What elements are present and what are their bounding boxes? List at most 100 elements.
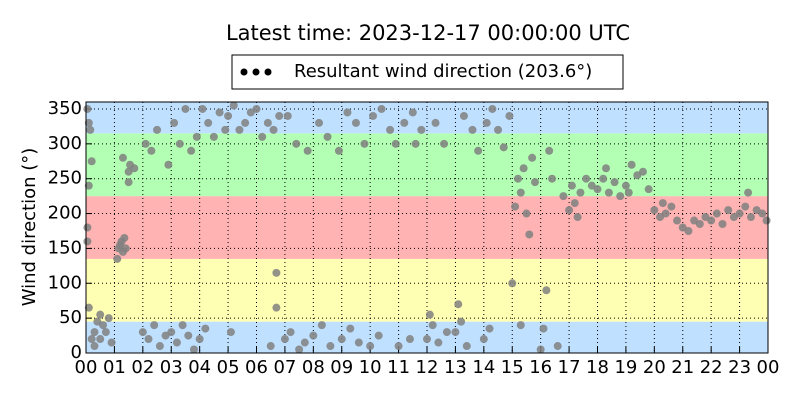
data-point (545, 146, 554, 155)
data-point (209, 132, 218, 141)
x-tick-label: 07 (273, 357, 296, 378)
x-tick-label: 15 (501, 357, 524, 378)
data-point (83, 237, 92, 246)
data-point (150, 321, 159, 330)
plot-frame (85, 101, 769, 354)
data-point (482, 118, 491, 127)
data-point (295, 345, 304, 354)
data-point (147, 146, 156, 155)
data-point (505, 111, 514, 120)
data-point (650, 206, 659, 215)
data-point (266, 342, 275, 351)
legend-box (231, 54, 624, 90)
data-point (454, 300, 463, 309)
data-point (565, 206, 574, 215)
data-point (107, 338, 116, 347)
data-point (258, 132, 267, 141)
data-point (522, 209, 531, 218)
data-point (536, 345, 545, 354)
data-point (241, 118, 250, 127)
data-point (334, 146, 343, 155)
data-point (96, 335, 105, 344)
legend-label: Resultant wind direction (203.6°) (294, 61, 592, 82)
data-point (499, 143, 508, 152)
legend-marker (264, 68, 272, 76)
data-point (83, 223, 92, 232)
data-point (519, 164, 528, 173)
data-point (84, 303, 93, 312)
data-point (602, 164, 611, 173)
data-point (434, 338, 443, 347)
x-tick-label: 00 (757, 357, 780, 378)
x-tick-label: 12 (416, 357, 439, 378)
data-point (457, 317, 466, 326)
data-point (130, 164, 139, 173)
data-point (604, 188, 613, 197)
data-point (570, 199, 579, 208)
data-point (411, 139, 420, 148)
y-tick-label: 300 (48, 133, 82, 154)
data-point (192, 132, 201, 141)
data-point (661, 209, 670, 218)
data-point (712, 209, 721, 218)
data-point (508, 279, 517, 288)
data-point (638, 167, 647, 176)
data-point (153, 125, 162, 134)
data-point (101, 328, 110, 337)
data-point (343, 108, 352, 117)
data-point (201, 324, 210, 333)
data-point (221, 125, 230, 134)
x-tick-label: 18 (586, 357, 609, 378)
data-point (431, 118, 440, 127)
data-point (442, 328, 451, 337)
data-point (377, 104, 386, 113)
data-point (86, 125, 95, 134)
x-tick-label: 09 (330, 357, 353, 378)
data-point (462, 342, 471, 351)
x-tick-label: 10 (359, 357, 382, 378)
data-point (425, 310, 434, 319)
data-point (624, 188, 633, 197)
data-point (423, 335, 431, 344)
y-axis-label: Wind direction (°) (19, 148, 40, 307)
data-point (741, 202, 750, 211)
y-tick-label: 150 (48, 237, 82, 258)
data-point (326, 342, 335, 351)
data-point (198, 104, 207, 113)
data-point (559, 192, 568, 201)
x-tick-label: 17 (558, 357, 581, 378)
data-point (573, 213, 582, 222)
data-point (667, 202, 676, 211)
data-point (99, 321, 108, 330)
data-point (315, 118, 324, 127)
data-point (113, 254, 122, 263)
data-point (576, 188, 585, 197)
data-point (118, 153, 127, 162)
data-point (175, 139, 184, 148)
data-point (553, 342, 562, 351)
y-tick-label: 200 (48, 203, 82, 224)
data-point (386, 125, 395, 134)
x-tick-label: 00 (75, 357, 98, 378)
data-point (369, 111, 378, 120)
x-tick-label: 22 (700, 357, 723, 378)
x-tick-label: 23 (728, 357, 751, 378)
data-point (303, 146, 312, 155)
data-point (516, 188, 525, 197)
legend-marker (252, 68, 260, 76)
data-point (215, 108, 224, 117)
data-point (567, 181, 576, 190)
data-point (138, 328, 147, 337)
data-point (90, 342, 99, 351)
data-point (286, 328, 295, 337)
y-tick-label: 0 (71, 342, 82, 363)
data-point (428, 321, 437, 330)
data-point (599, 174, 608, 183)
data-point (525, 230, 534, 239)
data-point (459, 111, 468, 120)
data-point (516, 321, 525, 330)
x-tick-label: 11 (387, 357, 410, 378)
data-point (235, 125, 244, 134)
